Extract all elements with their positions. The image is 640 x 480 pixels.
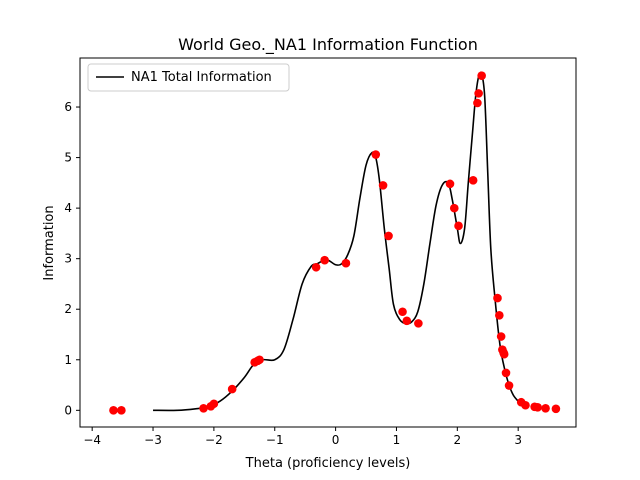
item-information-point (199, 404, 208, 413)
item-information-point (496, 332, 506, 341)
item-information-point (398, 307, 407, 317)
plot-area (109, 71, 561, 415)
item-information-point (468, 176, 478, 185)
item-information-point (109, 406, 118, 415)
y-tick-label: 3 (64, 252, 72, 266)
legend-box (87, 63, 290, 92)
x-tick-label: −4 (83, 433, 101, 447)
y-tick-label: 2 (64, 302, 72, 316)
legend: NA1 Total Information (87, 63, 290, 92)
item-information-point (541, 404, 550, 413)
axes: −4 −3 −2 −1 0 1 2 3 0 1 2 3 4 5 6 (64, 100, 522, 447)
x-axis-label: Theta (proficiency levels) (245, 456, 411, 471)
x-tick-label: −2 (205, 433, 223, 447)
item-information-point (499, 349, 509, 359)
x-tick-label: 3 (514, 433, 522, 447)
item-information-point (402, 316, 412, 326)
item-information-point (473, 98, 482, 108)
item-information-point (255, 355, 264, 365)
chart-title: World Geo._NA1 Information Function (178, 35, 478, 55)
y-tick-label: 0 (64, 403, 72, 417)
item-information-point (474, 89, 483, 98)
item-information-point (371, 150, 381, 159)
y-axis-label: Information (42, 205, 57, 280)
x-tick-label: −3 (144, 433, 162, 447)
y-tick-label: 1 (64, 353, 72, 367)
item-information-point (227, 384, 237, 394)
x-tick-label: 2 (454, 433, 462, 447)
item-information-point (501, 368, 511, 378)
item-information-point (311, 262, 321, 272)
item-information-point (378, 181, 388, 190)
item-information-point (551, 404, 561, 414)
item-information-point (504, 381, 514, 390)
item-information-point (449, 203, 459, 213)
item-information-point (533, 402, 542, 412)
item-information-point (521, 400, 530, 410)
item-information-point (445, 179, 455, 189)
item-information-point (117, 406, 126, 415)
item-information-point (495, 310, 504, 320)
item-information-point (320, 255, 329, 265)
y-tick-label: 4 (64, 201, 72, 215)
item-information-point (384, 231, 393, 241)
y-tick-label: 6 (64, 100, 72, 114)
item-information-point (341, 258, 351, 268)
x-tick-label: 1 (393, 433, 401, 447)
y-tick-label: 5 (64, 151, 72, 165)
item-information-point (454, 221, 463, 231)
legend-label: NA1 Total Information (131, 70, 272, 85)
item-information-point (414, 319, 423, 328)
x-tick-label: −1 (266, 433, 284, 447)
item-information-point (477, 71, 486, 80)
plot-frame (79, 57, 577, 428)
item-information-point (209, 399, 219, 409)
item-information-point (493, 293, 502, 303)
x-tick-label: 0 (332, 433, 340, 447)
